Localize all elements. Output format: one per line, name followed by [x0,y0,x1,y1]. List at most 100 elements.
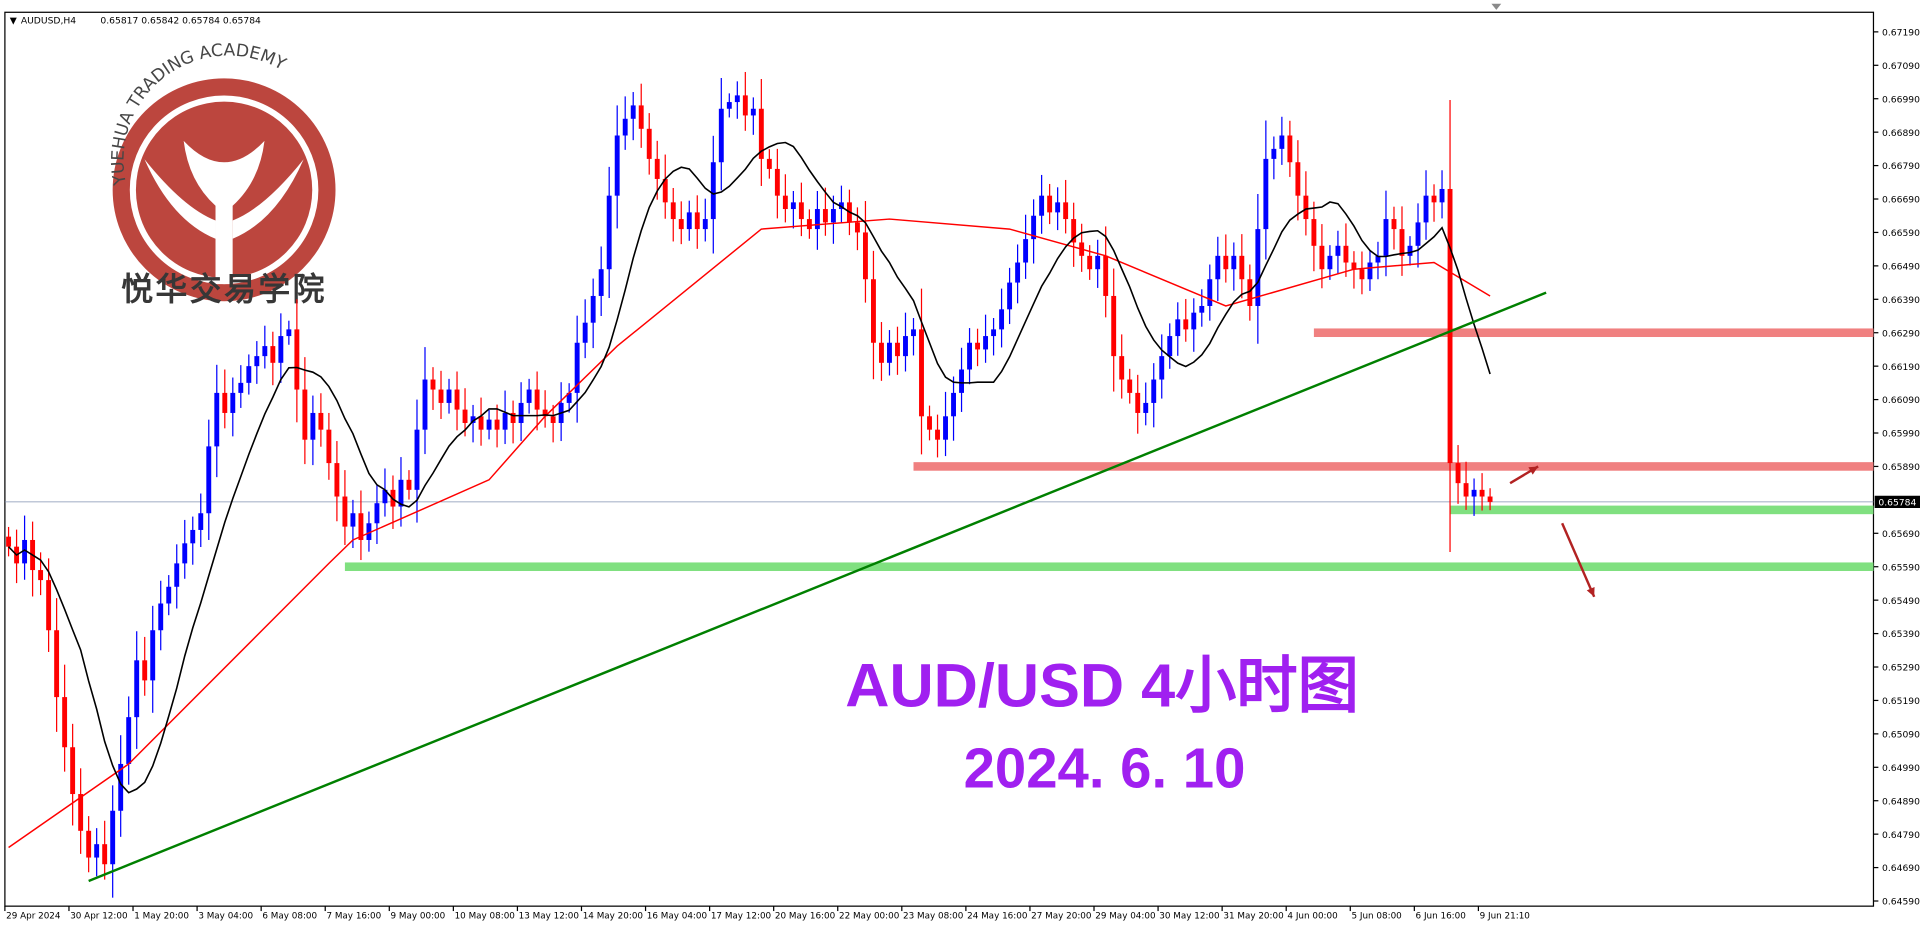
candle-body [142,660,148,681]
y-tick-label: 0.66690 [1882,195,1920,206]
candle-body [446,389,452,403]
candles [6,71,1493,898]
candle-body [254,356,260,367]
annotation-date: 2024. 6. 10 [964,736,1246,799]
candle-body [1319,245,1325,270]
x-tick-label: 30 May 12:00 [1159,911,1220,921]
candle-body [158,603,164,631]
candle-body [766,158,772,169]
candle-body [1031,215,1037,240]
candle-body [478,416,484,430]
candle-body [1047,195,1053,213]
candle-body [959,369,964,393]
candle-body [94,844,100,858]
candle-body [1471,489,1477,497]
candle-body [118,763,124,811]
candle-body [550,416,556,423]
candle-body [150,630,156,681]
x-tick-label: 9 May 00:00 [391,911,446,921]
candle-body [710,162,716,220]
candle-body [1167,336,1173,357]
candle-body [702,219,708,230]
candle-body [182,543,188,564]
candle-body [838,202,844,210]
candle-body [935,429,940,440]
candle-body [582,322,588,343]
candle-body [806,219,812,230]
candle-body [951,392,956,417]
y-tick-label: 0.65490 [1882,596,1920,607]
candle-body [1239,255,1245,280]
y-tick-label: 0.66590 [1882,228,1920,239]
candle-body [262,346,268,357]
price-zone [1450,505,1874,515]
candle-body [670,202,676,220]
x-tick-label: 22 May 00:00 [839,911,900,921]
candle-body [462,409,468,423]
candle-body [1343,245,1349,263]
y-tick-label: 0.64790 [1882,830,1920,841]
candle-body [1447,188,1453,464]
candle-body [1423,195,1429,223]
support-resistance-zones [344,328,1874,572]
candle-body [1295,162,1301,196]
candle-body [1271,148,1277,159]
candle-body [871,279,876,343]
candle-body [1415,222,1421,246]
candle-body [1231,255,1237,270]
x-tick-label: 30 Apr 12:00 [70,911,128,921]
candle-body [919,329,924,417]
candle-body [1023,239,1029,263]
candle-body [814,209,820,230]
candle-body [326,429,332,464]
x-tick-label: 23 May 08:00 [903,911,964,921]
x-tick-label: 10 May 08:00 [455,911,516,921]
candle-body [294,329,300,390]
candle-body [911,329,916,337]
candle-body [470,416,476,423]
candle-body [1375,255,1381,263]
candle-body [134,660,140,718]
candle-body [542,409,548,417]
candle-body [1223,255,1229,270]
candle-body [494,419,500,430]
trendline[interactable] [88,291,1547,883]
y-tick-label: 0.65390 [1882,629,1920,640]
candle-body [1327,255,1333,270]
candle-body [46,580,52,631]
candle-body [1399,229,1405,256]
chart-menu-icon[interactable]: ▼ [10,15,18,26]
candle-body [406,479,412,490]
y-tick-label: 0.65890 [1882,462,1920,473]
candle-body [38,570,44,581]
candle-body [1135,392,1141,413]
candle-body [1287,135,1293,163]
candle-body [1247,279,1253,306]
candle-body [798,202,804,220]
candle-body [1143,402,1149,413]
candle-body [862,232,868,280]
candle-body [686,212,692,230]
candle-body [975,342,981,350]
candle-body [694,212,700,230]
y-tick-label: 0.67090 [1882,61,1920,72]
candle-body [206,446,212,514]
x-tick-label: 7 May 16:00 [326,911,381,921]
candle-body [1199,305,1205,313]
y-tick-label: 0.66990 [1882,94,1920,105]
candle-body [1439,188,1445,203]
candle-body [350,513,356,527]
y-tick-label: 0.65990 [1882,429,1920,440]
candle-body [1391,219,1397,230]
candle-body [126,717,132,764]
candle-body [630,105,636,119]
candle-body [102,844,108,865]
candle-body [991,329,997,337]
x-tick-label: 6 May 08:00 [262,911,317,921]
candle-body [438,389,444,403]
candle-body [758,108,764,159]
candle-body [1127,379,1133,393]
scroll-marker-icon[interactable] [1491,3,1502,10]
y-tick-label: 0.64590 [1882,897,1920,908]
